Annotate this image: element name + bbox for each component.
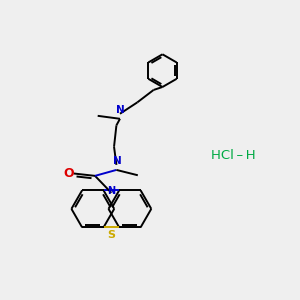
Text: O: O [64,167,74,180]
Text: S: S [107,230,116,240]
Text: N: N [116,105,124,115]
Text: N: N [107,186,116,196]
Text: HCl – H: HCl – H [211,149,256,162]
Text: N: N [112,156,122,166]
